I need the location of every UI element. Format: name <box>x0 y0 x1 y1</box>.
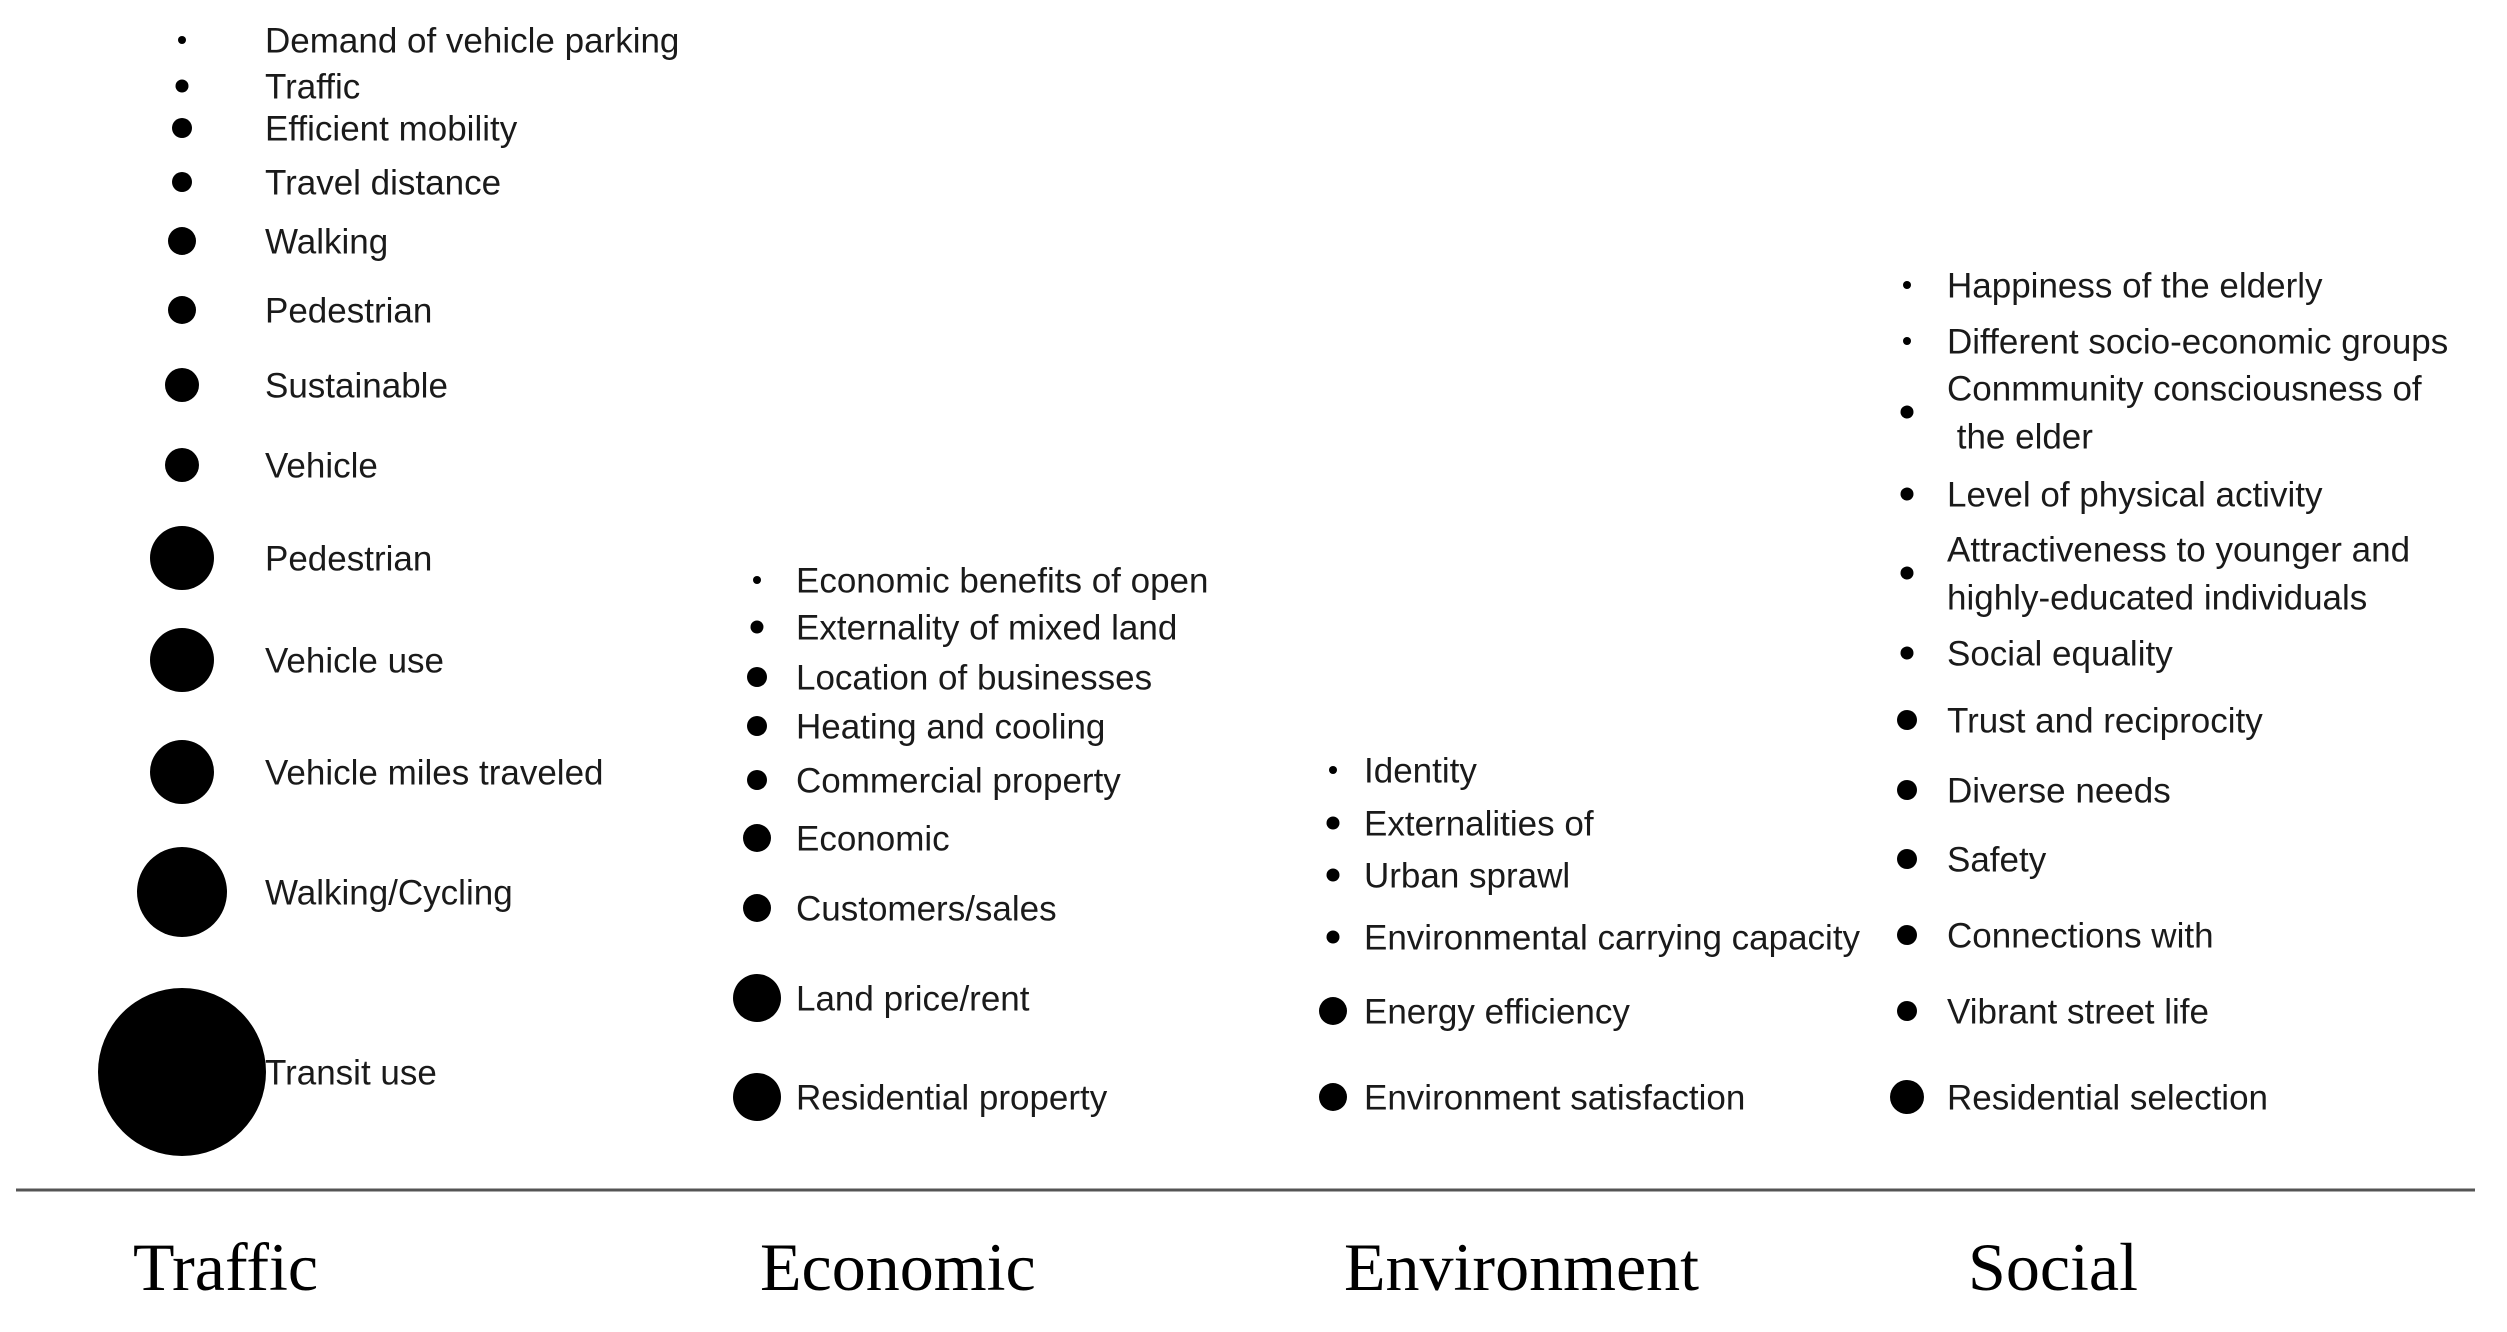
economic-label-heating-and-cooling: Heating and cooling <box>796 707 1105 746</box>
economic-label-residential-property: Residential property <box>796 1078 1108 1117</box>
economic-label-economic: Economic <box>796 819 950 858</box>
environment-dot-environment-satisfaction <box>1319 1083 1347 1111</box>
traffic-dot-vehicle-use <box>150 628 214 692</box>
economic-label-economic-benefits-of-open: Economic benefits of open <box>796 561 1208 600</box>
social-dot-different-socio-economic-groups <box>1903 337 1911 345</box>
economic-dot-economic <box>743 824 771 852</box>
traffic-dot-travel-distance <box>172 172 192 192</box>
social-dot-vibrant-street-life <box>1897 1001 1917 1021</box>
traffic-label-vehicle-miles-traveled: Vehicle miles traveled <box>265 753 604 792</box>
traffic-label-vehicle-use: Vehicle use <box>265 641 444 680</box>
economic-dot-customers-sales <box>743 894 771 922</box>
social-dot-residential-selection <box>1890 1080 1924 1114</box>
traffic-label-travel-distance: Travel distance <box>265 163 501 202</box>
traffic-label-vehicle: Vehicle <box>265 446 378 485</box>
environment-dot-environmental-carrying-capacity <box>1326 930 1340 944</box>
economic-dot-externality-of-mixed-land <box>750 620 764 634</box>
traffic-dot-efficient-mobility <box>172 118 192 138</box>
environment-dot-energy-efficiency <box>1319 997 1347 1025</box>
traffic-label-demand-of-vehicle-parking: Demand of vehicle parking <box>265 21 679 60</box>
economic-label-customers-sales: Customers/sales <box>796 889 1057 928</box>
environment-dot-identity <box>1329 766 1337 774</box>
traffic-label-pedestrian: Pedestrian <box>265 539 432 578</box>
environment-dot-urban-sprawl <box>1326 868 1340 882</box>
traffic-dot-vehicle <box>165 448 199 482</box>
traffic-dot-walking-cycling <box>137 847 227 937</box>
social-label-different-socio-economic-groups: Different socio-economic groups <box>1947 322 2448 361</box>
economic-dot-heating-and-cooling <box>747 716 767 736</box>
economic-dot-economic-benefits-of-open <box>753 576 761 584</box>
social-dot-attractiveness-to-younger-and-highly-educated-individuals <box>1900 566 1914 580</box>
category-label-economic: Economic <box>760 1229 1036 1305</box>
traffic-dot-vehicle-miles-traveled <box>150 740 214 804</box>
traffic-label-efficient-mobility: Efficient mobility <box>265 109 518 148</box>
social-label-diverse-needs: Diverse needs <box>1947 771 2171 810</box>
traffic-dot-traffic <box>175 79 189 93</box>
social-label-trust-and-reciprocity: Trust and reciprocity <box>1947 701 2263 740</box>
social-label-attractiveness-to-younger-and-highly-educated-individuals: Attractiveness to younger and highly-educ… <box>1947 530 2410 617</box>
traffic-label-walking: Walking <box>265 222 388 261</box>
economic-label-externality-of-mixed-land: Externality of mixed land <box>796 608 1177 647</box>
traffic-dot-walking <box>168 227 196 255</box>
traffic-label-sustainable: Sustainable <box>265 366 448 405</box>
traffic-label-traffic: Traffic <box>265 67 360 106</box>
social-dot-trust-and-reciprocity <box>1897 710 1917 730</box>
social-label-level-of-physical-activity: Level of physical activity <box>1947 475 2323 514</box>
traffic-label-pedestrian: Pedestrian <box>265 291 432 330</box>
environment-dot-externalities-of <box>1326 816 1340 830</box>
social-label-happiness-of-the-elderly: Happiness of the elderly <box>1947 266 2323 305</box>
social-dot-social-equality <box>1900 646 1914 660</box>
traffic-dot-transit-use <box>98 988 266 1156</box>
social-label-social-equality: Social equality <box>1947 634 2173 673</box>
traffic-dot-sustainable <box>165 368 199 402</box>
social-label-connections-with: Connections with <box>1947 916 2214 955</box>
economic-label-land-price-rent: Land price/rent <box>796 979 1030 1018</box>
social-dot-diverse-needs <box>1897 780 1917 800</box>
environment-label-environment-satisfaction: Environment satisfaction <box>1364 1078 1745 1117</box>
diagram-marks: Demand of vehicle parkingTrafficEfficien… <box>98 21 2448 1305</box>
social-label-vibrant-street-life: Vibrant street life <box>1947 992 2209 1031</box>
environment-label-urban-sprawl: Urban sprawl <box>1364 856 1570 895</box>
environment-label-environmental-carrying-capacity: Environmental carrying capacity <box>1364 918 1861 957</box>
category-label-traffic: Traffic <box>133 1229 318 1305</box>
economic-label-location-of-businesses: Location of businesses <box>796 658 1152 697</box>
category-label-environment: Environment <box>1344 1229 1699 1305</box>
environment-label-externalities-of: Externalities of <box>1364 804 1594 843</box>
traffic-label-transit-use: Transit use <box>265 1053 437 1092</box>
economic-label-commercial-property: Commercial property <box>796 761 1121 800</box>
social-dot-safety <box>1897 849 1917 869</box>
social-dot-happiness-of-the-elderly <box>1903 281 1911 289</box>
social-label-conmmunity-consciousness-of-the-elder: Conmmunity consciousness of the elder <box>1947 369 2422 456</box>
social-label-residential-selection: Residential selection <box>1947 1078 2268 1117</box>
environment-label-energy-efficiency: Energy efficiency <box>1364 992 1630 1031</box>
social-dot-connections-with <box>1897 925 1917 945</box>
traffic-dot-pedestrian <box>168 296 196 324</box>
traffic-label-walking-cycling: Walking/Cycling <box>265 873 513 912</box>
economic-dot-location-of-businesses <box>747 667 767 687</box>
social-label-safety: Safety <box>1947 840 2047 879</box>
social-dot-conmmunity-consciousness-of-the-elder <box>1900 405 1914 419</box>
traffic-dot-pedestrian <box>150 526 214 590</box>
social-dot-level-of-physical-activity <box>1900 487 1914 501</box>
economic-dot-commercial-property <box>747 770 767 790</box>
traffic-dot-demand-of-vehicle-parking <box>178 36 186 44</box>
environment-label-identity: Identity <box>1364 751 1477 790</box>
economic-dot-land-price-rent <box>733 974 781 1022</box>
category-label-social: Social <box>1968 1229 2138 1305</box>
economic-dot-residential-property <box>733 1073 781 1121</box>
